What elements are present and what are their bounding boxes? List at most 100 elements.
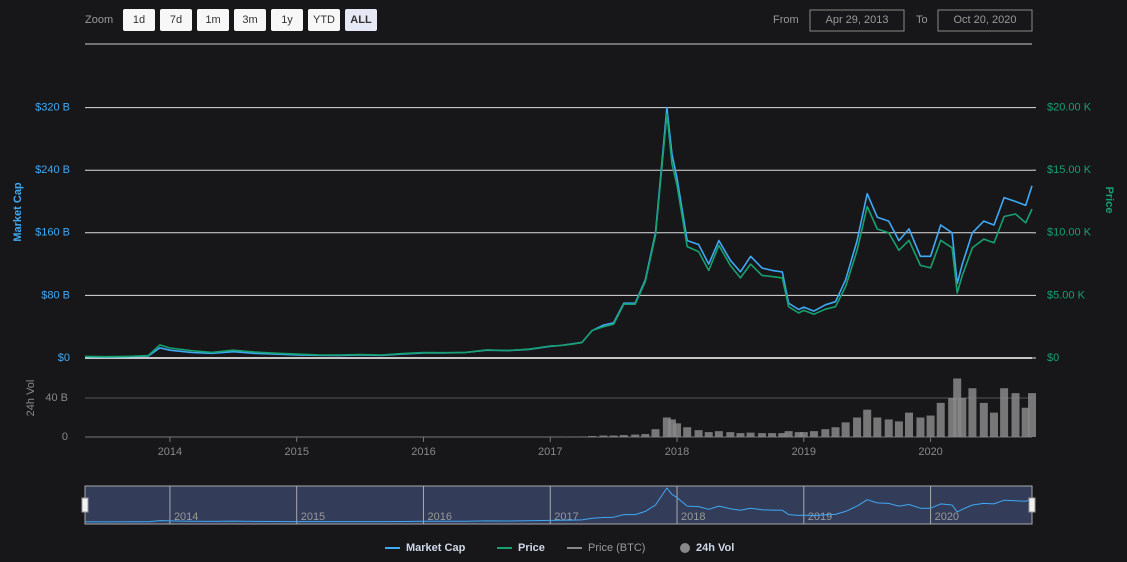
volume-bar [588,436,597,437]
volume-bar [958,398,967,437]
volume-bar [853,417,862,437]
zoom-button[interactable] [197,9,229,31]
x-tick-label: 2014 [158,446,182,458]
volume-bar [1021,407,1030,437]
volume-bar [831,427,840,437]
y2-tick-label: $5.00 K [1047,289,1086,301]
volume-bar [1011,393,1020,437]
volume-bar [989,412,998,437]
navigator-line [84,487,1033,523]
volume-bar [694,430,703,437]
volume-bar [794,432,803,437]
x-tick-label: 2016 [411,446,435,458]
x-tick-label: 2015 [284,446,308,458]
volume-bar [926,415,935,437]
y3-axis-title: 24h Vol [25,380,37,417]
navigator-tick-label: 2018 [681,511,705,523]
volume-bar [841,422,850,437]
volume-bar [619,435,628,437]
volume-bar [736,433,745,437]
zoom-button-label[interactable]: ALL [350,14,372,26]
zoom-button[interactable] [123,9,155,31]
volume-bar [784,431,793,437]
navigator-tick-label: 2014 [174,511,198,523]
zoom-button-label[interactable]: 3m [242,14,257,26]
y-tick-label: $240 B [35,164,70,176]
zoom-label: Zoom [85,14,113,26]
zoom-button[interactable] [234,9,266,31]
from-date[interactable]: Apr 29, 2013 [826,14,889,26]
y-tick-label: $0 [58,352,70,364]
volume-bar [651,429,660,437]
to-input[interactable] [937,9,1033,32]
to-label: To [916,14,928,26]
navigator-tick-label: 2019 [808,511,832,523]
legend-label[interactable]: Market Cap [406,542,466,554]
zoom-button-label[interactable]: 1d [133,14,145,26]
zoom-button[interactable] [308,9,340,31]
y2-tick-label: $20.00 K [1047,102,1092,114]
volume-bar [1000,388,1009,437]
volume-bar [746,432,755,437]
navigator-tick-label: 2020 [935,511,959,523]
x-tick-label: 2018 [665,446,689,458]
volume-bar [948,398,957,437]
y3-tick-label: 40 B [45,392,68,404]
volume-bar [809,431,818,437]
legend-label[interactable]: 24h Vol [696,542,734,554]
volume-bar [714,431,723,437]
x-tick-label: 2019 [792,446,816,458]
volume-bar [662,417,671,437]
navigator-handle[interactable] [1028,497,1036,513]
y-tick-label: $160 B [35,227,70,239]
series-line [84,113,1033,358]
to-date[interactable]: Oct 20, 2020 [954,14,1017,26]
volume-bar [631,434,640,437]
legend-label[interactable]: Price (BTC) [588,542,645,554]
zoom-button-label[interactable]: 1y [281,14,293,26]
y2-tick-label: $10.00 K [1047,227,1092,239]
y2-tick-label: $0 [1047,352,1059,364]
volume-bar [673,423,682,437]
legend-label[interactable]: Price [518,542,545,554]
navigator-tick-label: 2015 [301,511,325,523]
volume-bar [683,427,692,437]
volume-bar [599,435,608,437]
volume-bar [1028,393,1036,437]
volume-bar [667,419,676,437]
volume-bar [968,388,977,437]
navigator-tick-label: 2017 [554,511,578,523]
zoom-button[interactable] [271,9,303,31]
volume-bar [799,432,808,437]
volume-bar [894,421,903,437]
volume-bar [873,417,882,437]
from-input[interactable] [809,9,905,32]
volume-bar [979,402,988,437]
volume-bar [953,378,962,437]
legend-symbol[interactable] [680,543,690,553]
volume-bar [609,435,618,437]
y-tick-label: $320 B [35,102,70,114]
volume-bar [916,417,925,437]
navigator-handle[interactable] [81,497,89,513]
zoom-button[interactable] [345,9,377,31]
zoom-button[interactable] [160,9,192,31]
volume-bar [641,434,650,437]
volume-bar [704,432,713,437]
navigator-tick-label: 2016 [427,511,451,523]
volume-bar [863,409,872,437]
zoom-button-label[interactable]: YTD [313,14,335,26]
zoom-button-label[interactable]: 7d [170,14,182,26]
volume-bar [757,433,766,437]
volume-bar [726,432,735,437]
volume-bar [821,429,830,437]
volume-bar [905,412,914,437]
zoom-button-label[interactable]: 1m [205,14,220,26]
x-tick-label: 2017 [538,446,562,458]
x-tick-label: 2020 [918,446,942,458]
y3-tick-label: 0 [62,431,68,443]
y-axis-title: Market Cap [12,182,24,242]
y-tick-label: $80 B [41,289,70,301]
